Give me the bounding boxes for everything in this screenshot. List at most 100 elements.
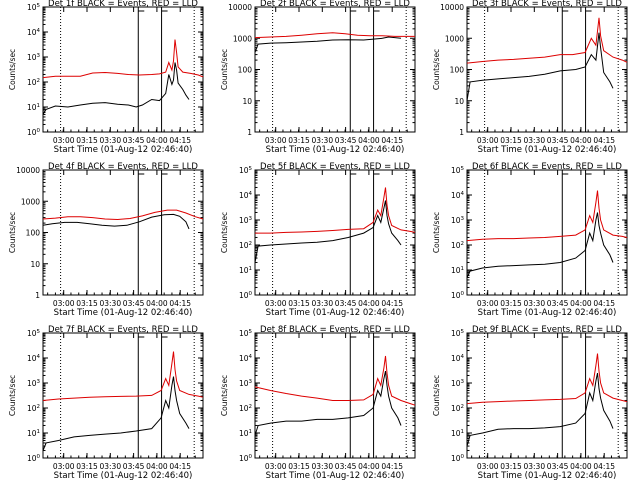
x-tick-label: 03:45 (547, 136, 569, 145)
x-tick-label: 03:30 (311, 462, 333, 471)
y-tick-label: 105 (27, 3, 41, 12)
plot-frame (254, 6, 416, 133)
y-tick-label: 104 (239, 191, 253, 200)
y-tick-label: 104 (239, 354, 253, 363)
panel-title: Det 8f BLACK = Events, RED = LLD (260, 325, 410, 335)
y-axis-label: Counts/sec (8, 375, 17, 416)
x-tick-label: 03:15 (76, 299, 98, 308)
y-tick-label: 10 (454, 97, 464, 106)
y-tick-label: 1000 (21, 197, 40, 206)
x-tick-label: 04:00 (570, 299, 592, 308)
panel-det-1: Det 1f BLACK = Events, RED = LLD 100 101 10… (8, 0, 204, 155)
x-axis-label: Start Time (01-Aug-12 02:46:40) (266, 308, 405, 318)
y-tick-label: 104 (451, 354, 465, 363)
x-axis-label: Start Time (01-Aug-12 02:46:40) (54, 308, 193, 318)
x-tick-label: 03:30 (523, 462, 545, 471)
y-tick-label: 101 (27, 103, 40, 112)
y-tick-label: 10 (30, 260, 40, 269)
x-tick-label: 03:15 (500, 299, 522, 308)
y-axis-label: Counts/sec (220, 375, 229, 416)
y-axis-label: Counts/sec (432, 375, 441, 416)
y-tick-label: 100 (238, 66, 253, 75)
x-tick-label: 03:15 (500, 462, 522, 471)
y-tick-label: 102 (239, 404, 252, 413)
series-black-line (254, 200, 402, 263)
plot-frame (42, 6, 204, 133)
x-tick-label: 03:00 (53, 462, 75, 471)
x-axis-label: Start Time (01-Aug-12 02:46:40) (54, 145, 193, 155)
x-tick-label: 03:00 (477, 136, 499, 145)
panel-det-4: Det 4f BLACK = Events, RED = LLD 1 10 100 10… (8, 162, 204, 318)
x-tick-label: 03:00 (265, 299, 287, 308)
series-black-line (466, 212, 614, 278)
y-tick-label: 100 (451, 454, 465, 463)
plot-frame (42, 169, 204, 296)
x-tick-label: 03:45 (123, 462, 145, 471)
series-black-line (254, 370, 402, 436)
x-axis-label: Start Time (01-Aug-12 02:46:40) (266, 471, 405, 480)
x-tick-label: 03:30 (311, 299, 333, 308)
panel-title: Det 9f BLACK = Events, RED = LLD (472, 325, 622, 335)
y-tick-label: 103 (27, 53, 41, 62)
x-tick-label: 03:00 (265, 136, 287, 145)
x-tick-label: 03:15 (76, 136, 98, 145)
y-tick-label: 102 (451, 241, 464, 250)
x-tick-label: 03:15 (76, 462, 98, 471)
plot-frame (42, 332, 204, 459)
x-tick-label: 03:45 (547, 462, 569, 471)
x-tick-label: 04:15 (381, 136, 403, 145)
y-tick-label: 105 (451, 329, 465, 338)
x-tick-label: 03:30 (99, 462, 121, 471)
series-red-line (466, 190, 628, 242)
y-axis-label: Counts/sec (8, 212, 17, 253)
y-tick-label: 1 (459, 128, 464, 137)
panel-det-2: Det 2f BLACK = Events, RED = LLD 1 10 100 10… (220, 0, 416, 155)
y-tick-label: 103 (451, 216, 465, 225)
y-tick-label: 100 (27, 454, 41, 463)
y-tick-label: 102 (239, 241, 252, 250)
y-tick-label: 10000 (16, 166, 40, 175)
plot-frame (254, 169, 416, 296)
plot-frame (466, 332, 628, 459)
series-red-line (42, 351, 204, 401)
series-red-line (466, 17, 628, 64)
plot-frame (466, 169, 628, 296)
x-tick-label: 04:15 (169, 299, 191, 308)
x-tick-label: 04:00 (358, 299, 380, 308)
x-tick-label: 04:00 (146, 299, 168, 308)
y-tick-label: 102 (27, 78, 40, 87)
y-tick-label: 103 (27, 379, 41, 388)
y-tick-label: 103 (239, 216, 253, 225)
series-red-line (42, 209, 204, 221)
y-tick-label: 10000 (228, 3, 252, 12)
x-tick-label: 03:30 (311, 136, 333, 145)
panel-det-3: Det 3f BLACK = Events, RED = LLD 1 10 100 10… (432, 0, 628, 155)
x-tick-label: 04:00 (570, 462, 592, 471)
y-tick-label: 1 (35, 291, 40, 300)
y-tick-label: 1000 (445, 34, 464, 43)
y-axis-label: Counts/sec (432, 49, 441, 90)
y-tick-label: 10000 (440, 3, 464, 12)
y-tick-label: 105 (451, 166, 465, 175)
panel-det-5: Det 5f BLACK = Events, RED = LLD 100 101 10… (220, 162, 416, 318)
x-tick-label: 04:15 (169, 136, 191, 145)
y-tick-label: 100 (26, 229, 41, 238)
x-tick-label: 03:30 (523, 299, 545, 308)
x-tick-label: 03:30 (523, 136, 545, 145)
x-axis-label: Start Time (01-Aug-12 02:46:40) (478, 145, 617, 155)
x-tick-label: 04:15 (593, 299, 615, 308)
y-tick-label: 105 (239, 329, 253, 338)
series-black-line (42, 376, 190, 451)
panel-det-7: Det 7f BLACK = Events, RED = LLD 100 101 10… (8, 325, 204, 480)
y-tick-label: 100 (450, 66, 465, 75)
x-tick-label: 04:00 (146, 462, 168, 471)
panel-title: Det 6f BLACK = Events, RED = LLD (472, 162, 622, 172)
panel-title: Det 3f BLACK = Events, RED = LLD (472, 0, 622, 9)
y-tick-label: 105 (239, 166, 253, 175)
x-tick-label: 04:15 (593, 136, 615, 145)
y-axis-label: Counts/sec (432, 212, 441, 253)
x-axis-label: Start Time (01-Aug-12 02:46:40) (478, 308, 617, 318)
x-tick-label: 04:00 (358, 136, 380, 145)
panel-title: Det 4f BLACK = Events, RED = LLD (48, 162, 198, 172)
